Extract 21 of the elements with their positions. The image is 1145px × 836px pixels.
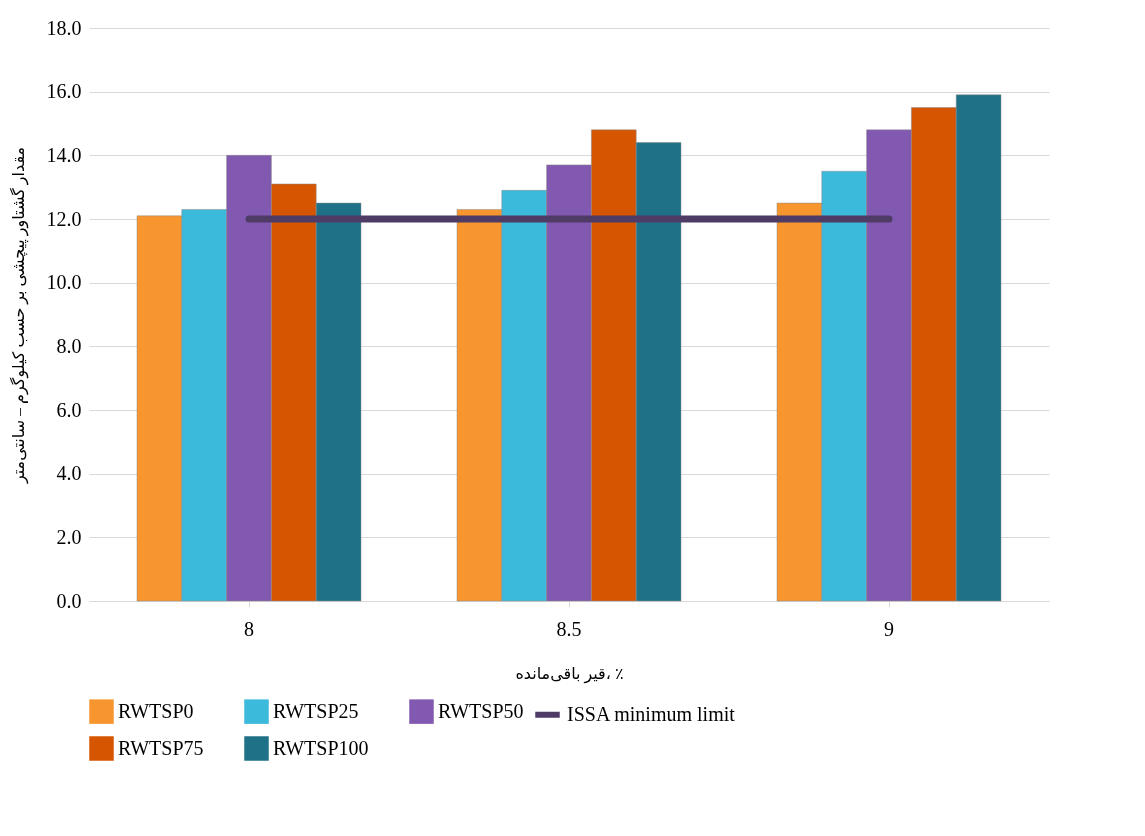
- x-axis-title: قیر باقی‌مانده، ٪: [515, 664, 624, 684]
- x-tick-label: 8: [244, 617, 254, 640]
- x-tick-label: 9: [884, 617, 894, 640]
- y-tick-label: 6.0: [56, 398, 82, 421]
- x-tick-label: 8.5: [556, 617, 582, 640]
- y-tick-label: 16.0: [46, 80, 82, 103]
- legend-label: RWTSP75: [118, 736, 204, 759]
- y-tick-label: 2.0: [56, 525, 82, 548]
- y-tick-label: 10.0: [46, 271, 82, 294]
- y-tick-label: 14.0: [46, 143, 82, 166]
- y-tick-label: 4.0: [56, 462, 82, 485]
- legend-label: ISSA minimum limit: [567, 702, 736, 725]
- legend-label: RWTSP0: [118, 699, 194, 722]
- y-axis-title: مقدار گشتاور پیچشی بر حسب کیلوگرم – سانتی‌متر: [8, 146, 29, 485]
- y-tick-label: 8.0: [56, 334, 82, 357]
- legend-label: RWTSP100: [273, 736, 369, 759]
- legend-label: RWTSP25: [273, 699, 359, 722]
- y-tick-label: 18.0: [46, 16, 82, 39]
- y-tick-label: 12.0: [46, 207, 82, 230]
- legend-label: RWTSP50: [438, 699, 524, 722]
- y-tick-label: 0.0: [56, 589, 82, 612]
